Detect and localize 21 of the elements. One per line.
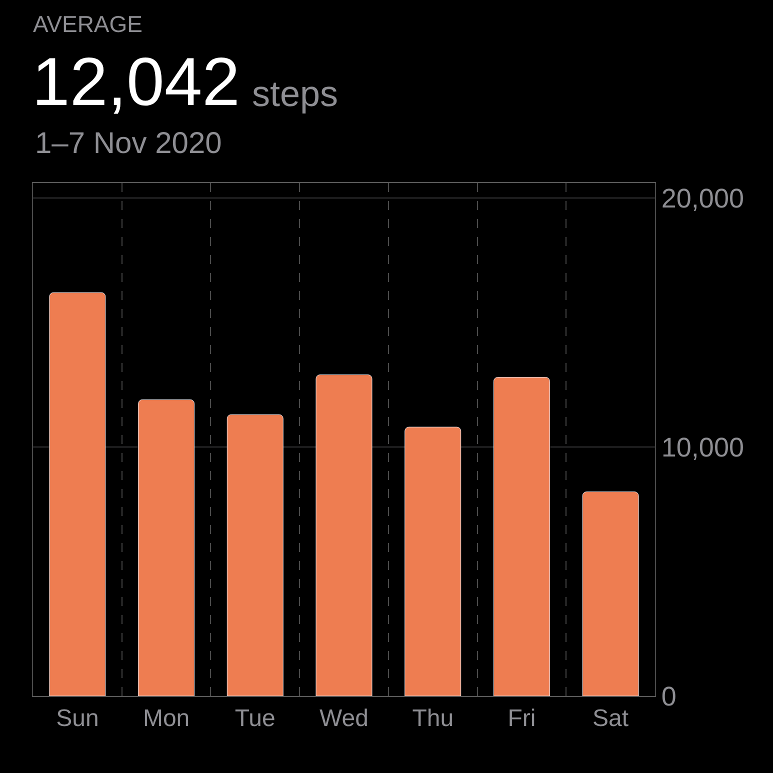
bar — [316, 374, 372, 696]
x-tick-label: Thu — [412, 704, 454, 732]
x-tick-label: Mon — [142, 704, 190, 732]
bar — [582, 492, 639, 696]
x-tick-label: Wed — [320, 704, 368, 732]
chart-title: AVERAGE — [33, 11, 142, 38]
y-tick-label: 0 — [661, 681, 676, 712]
x-tick-label: Fri — [508, 704, 536, 732]
text: steps — [252, 73, 338, 114]
bar — [493, 376, 550, 696]
y-tick-label: 10,000 — [661, 432, 744, 462]
y-tick-label: 20,000 — [661, 183, 744, 214]
text: 12,042 — [32, 44, 240, 120]
chart-subtitle: 1–7 Nov 2020 — [35, 127, 222, 160]
x-tick-label: Sun — [56, 704, 99, 732]
bar — [404, 426, 462, 696]
x-tick-label: Sat — [592, 704, 629, 732]
bar — [49, 292, 106, 696]
bar — [226, 414, 284, 696]
bar — [138, 399, 195, 696]
x-tick-label: Tue — [234, 704, 276, 732]
